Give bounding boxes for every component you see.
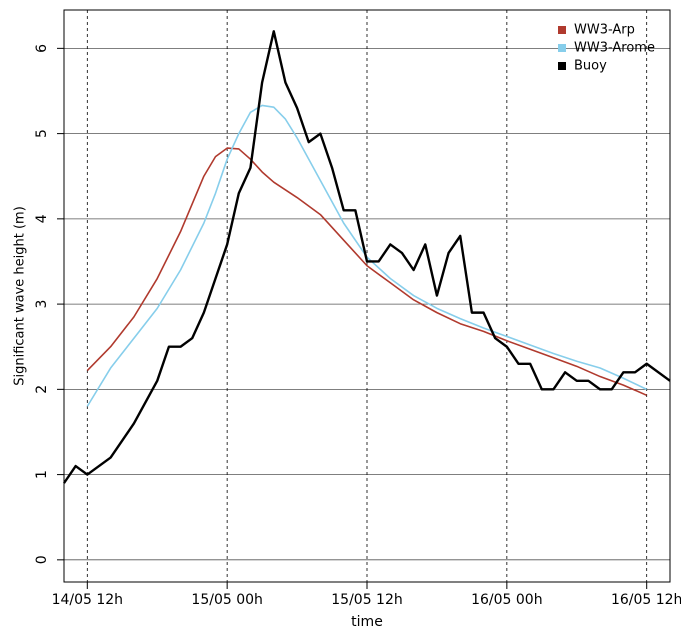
y-tick-label: 4 — [34, 214, 50, 223]
legend-label: Buoy — [574, 59, 607, 74]
series-line — [86, 104, 648, 407]
y-tick-label: 5 — [34, 129, 50, 138]
x-tick-label: 15/05 00h — [191, 592, 262, 608]
y-tick-label: 1 — [34, 470, 50, 479]
legend-swatch — [558, 62, 566, 70]
legend-swatch — [558, 44, 566, 52]
series-line — [63, 30, 671, 484]
x-tick-label: 16/05 12h — [611, 592, 681, 608]
y-tick-label: 3 — [34, 300, 50, 309]
y-tick-label: 0 — [34, 555, 50, 564]
legend-label: WW3-Arome — [574, 41, 655, 56]
y-tick-label: 2 — [34, 385, 50, 394]
legend-label: WW3-Arp — [574, 23, 635, 38]
x-tick-label: 16/05 00h — [471, 592, 542, 608]
x-axis-label: time — [351, 614, 383, 628]
y-tick-label: 6 — [34, 44, 50, 53]
y-axis-label: Significant wave height (m) — [13, 206, 28, 386]
x-tick-label: 14/05 12h — [52, 592, 123, 608]
x-tick-label: 15/05 12h — [331, 592, 402, 608]
plot-frame — [63, 9, 671, 583]
legend-swatch — [558, 26, 566, 34]
series-line — [86, 147, 648, 397]
